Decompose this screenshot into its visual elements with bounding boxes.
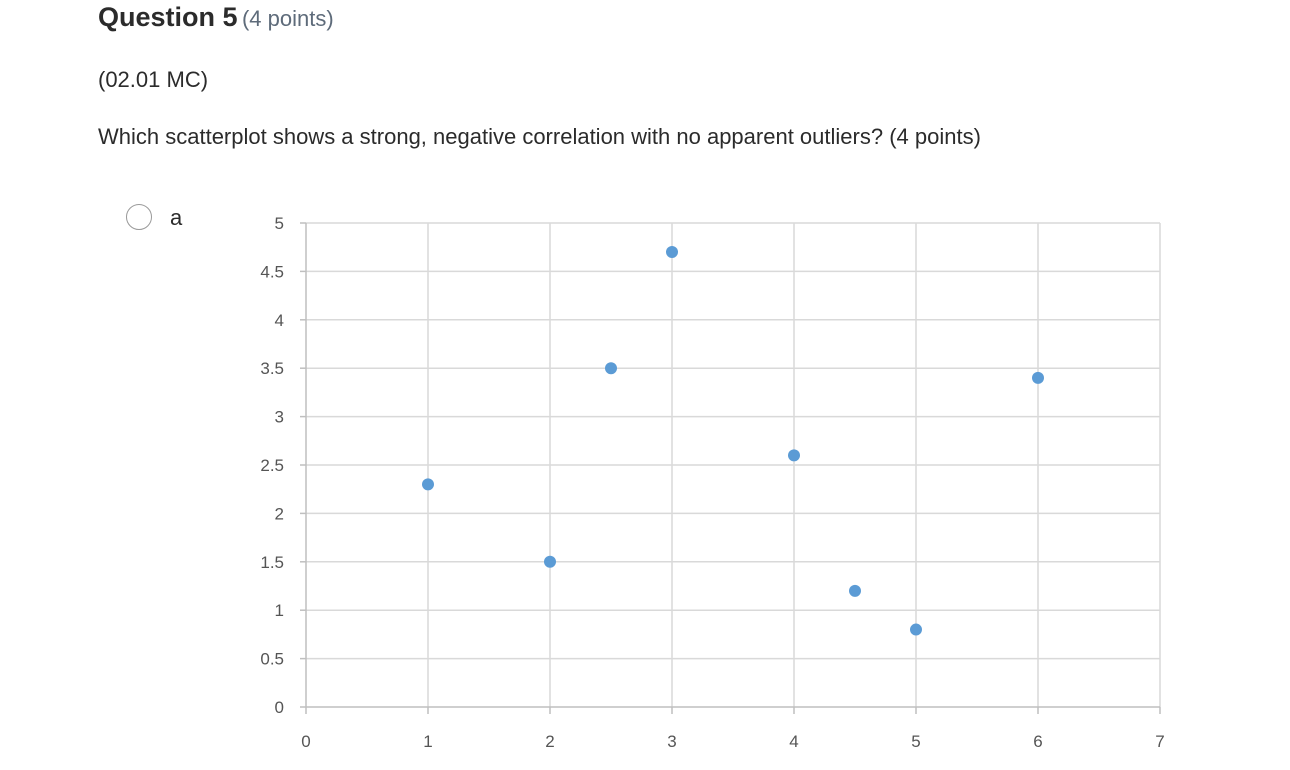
option-a-label: a [170, 205, 183, 230]
data-point [605, 362, 617, 375]
question-prompt: Which scatterplot shows a strong, negati… [98, 124, 981, 149]
data-point [422, 478, 434, 491]
question-code: (02.01 MC) [98, 67, 209, 92]
y-tick-label: 3.5 [260, 359, 284, 378]
x-tick-label: 5 [911, 732, 920, 751]
question-title: Question 5 [98, 2, 238, 32]
x-tick-label: 4 [789, 732, 798, 751]
data-point [544, 555, 556, 568]
y-tick-label: 0.5 [260, 650, 284, 669]
y-tick-label: 4.5 [260, 262, 284, 281]
y-tick-label: 2 [275, 504, 284, 523]
data-point [849, 584, 861, 597]
chart-data-points [422, 246, 1044, 636]
x-tick-label: 7 [1155, 732, 1164, 751]
x-tick-label: 1 [423, 732, 432, 751]
y-tick-label: 4 [275, 311, 284, 330]
y-tick-label: 0 [275, 698, 284, 717]
chart-axes [300, 222, 1161, 714]
x-tick-label: 2 [545, 732, 554, 751]
x-tick-label: 6 [1033, 732, 1042, 751]
chart-tick-labels: 0 0.5 1 1.5 2 2.5 3 3.5 4 4.5 5 0 1 2 3 4 5 6 7 [260, 214, 1164, 751]
y-tick-label: 3 [275, 408, 284, 427]
y-tick-label: 5 [275, 214, 284, 233]
chart-gridlines [306, 222, 1161, 707]
question-points: (4 points) [241, 6, 334, 31]
y-tick-label: 1.5 [260, 553, 284, 572]
x-tick-label: 0 [301, 732, 310, 751]
y-tick-label: 1 [275, 601, 284, 620]
y-tick-label: 2.5 [260, 456, 284, 475]
data-point [910, 623, 922, 636]
data-point [788, 449, 800, 462]
option-a-radio-button[interactable] [126, 204, 152, 230]
question-header: Question 5 (4 points) [98, 2, 334, 33]
data-point [1032, 371, 1044, 384]
data-point [666, 246, 678, 259]
x-tick-label: 3 [667, 732, 676, 751]
